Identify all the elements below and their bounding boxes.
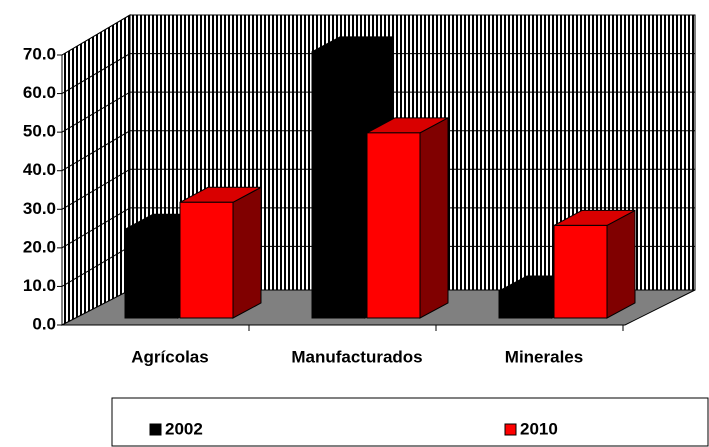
grid [61,14,695,287]
bar-front [553,224,608,319]
legend-label: 2002 [165,419,203,438]
bar-side [419,117,449,319]
grid-line [61,91,695,133]
x-tick-label: Minerales [505,347,583,366]
y-tick-label: 40.0 [23,160,56,179]
bar-front [498,290,553,319]
bar-side [606,209,636,319]
bar-side [232,186,262,319]
grid-line [61,207,695,249]
bar [553,209,636,319]
legend-box [111,397,709,447]
y-tick-label: 30.0 [23,199,56,218]
bar-front [179,201,234,319]
y-tick-label: 0.0 [32,314,56,333]
x-tick-label: Manufacturados [291,347,422,366]
y-tick-label: 20.0 [23,237,56,256]
bars [124,36,636,319]
grid-line [61,14,695,56]
legend-swatch [504,423,517,436]
grid-line [61,130,695,172]
legend-label: 2010 [520,419,558,438]
y-tick-label: 10.0 [23,276,56,295]
x-tick-label: Agrícolas [131,347,208,366]
bar [179,186,262,319]
bar-front [366,132,421,319]
y-tick-label: 60.0 [23,83,56,102]
legend-swatch [149,423,162,436]
grid-line [61,53,695,95]
y-tick-label: 50.0 [23,122,56,141]
bar [366,117,449,319]
y-tick-label: 70.0 [23,44,56,63]
grid-line [61,168,695,210]
bar-front [311,51,366,319]
side-wall [61,14,131,326]
bar-front [124,228,179,319]
